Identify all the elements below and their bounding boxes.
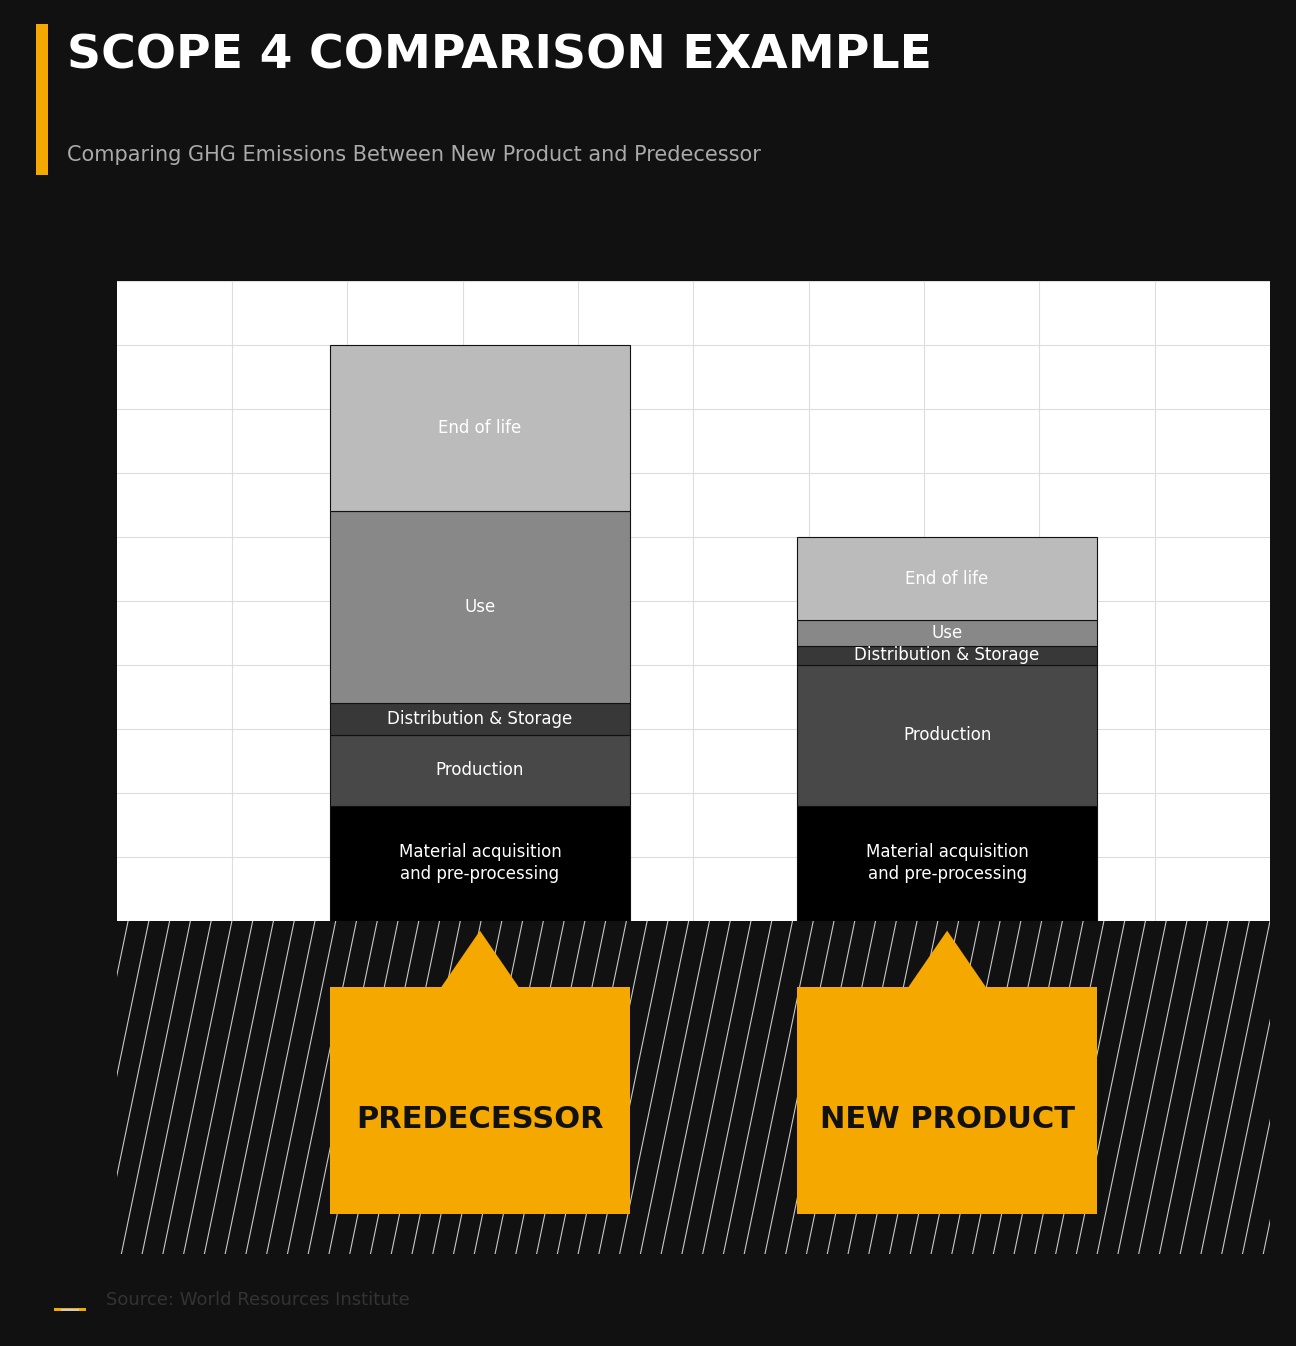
Text: Use: Use xyxy=(932,625,963,642)
Text: Comparing GHG Emissions Between New Product and Predecessor: Comparing GHG Emissions Between New Prod… xyxy=(67,145,761,166)
Bar xyxy=(330,735,630,805)
Bar xyxy=(797,621,1096,646)
Text: Production: Production xyxy=(435,762,524,779)
Polygon shape xyxy=(441,930,518,988)
Text: Use: Use xyxy=(464,599,495,616)
Text: Source: World Resources Institute: Source: World Resources Institute xyxy=(106,1291,410,1310)
Text: NEW PRODUCT: NEW PRODUCT xyxy=(819,1105,1074,1133)
Bar xyxy=(330,805,630,921)
Text: Lifetime GHG Emissions: Lifetime GHG Emissions xyxy=(6,481,25,721)
Bar xyxy=(797,805,1096,921)
Text: SCOPE 4 COMPARISON EXAMPLE: SCOPE 4 COMPARISON EXAMPLE xyxy=(67,34,932,78)
Bar xyxy=(797,537,1096,621)
Bar xyxy=(36,24,48,175)
Bar xyxy=(797,646,1096,665)
Text: End of life: End of life xyxy=(438,420,521,437)
Bar xyxy=(797,665,1096,805)
Bar xyxy=(330,511,630,703)
Text: Production: Production xyxy=(903,727,991,744)
Text: PREDECESSOR: PREDECESSOR xyxy=(356,1105,604,1133)
Text: Material acquisition
and pre-processing: Material acquisition and pre-processing xyxy=(399,843,561,883)
Bar xyxy=(330,704,630,735)
Text: End of life: End of life xyxy=(906,569,989,588)
Text: Distribution & Storage: Distribution & Storage xyxy=(854,646,1039,665)
Text: Material acquisition
and pre-processing: Material acquisition and pre-processing xyxy=(866,843,1029,883)
Polygon shape xyxy=(908,930,986,988)
Bar xyxy=(54,1308,86,1311)
Bar xyxy=(330,346,630,511)
Bar xyxy=(61,1308,79,1311)
Text: Distribution & Storage: Distribution & Storage xyxy=(388,711,573,728)
Bar xyxy=(330,988,630,1214)
Bar xyxy=(797,988,1096,1214)
